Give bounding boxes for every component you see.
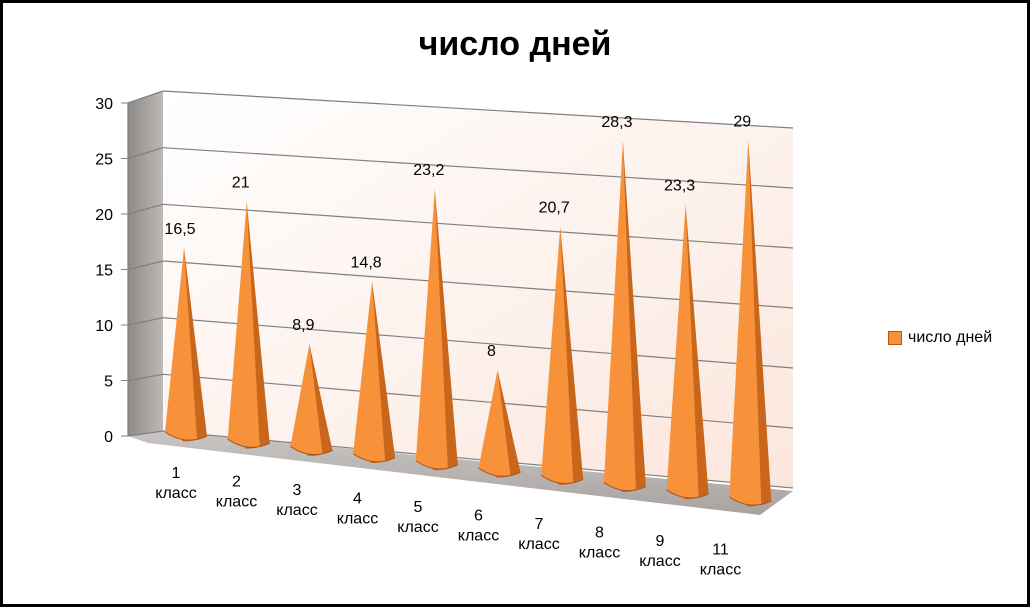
bar bbox=[729, 140, 772, 507]
y-tick-label: 30 bbox=[95, 96, 113, 113]
bar bbox=[164, 247, 208, 442]
bars bbox=[164, 140, 772, 507]
y-tick-label: 10 bbox=[95, 318, 113, 335]
category-label: 11 bbox=[712, 542, 729, 559]
gridline-side bbox=[127, 203, 164, 215]
legend-label: число дней bbox=[908, 329, 993, 346]
gridline bbox=[162, 147, 794, 189]
category-label: класс bbox=[216, 494, 257, 511]
bar-base bbox=[415, 460, 459, 470]
bar-face bbox=[541, 226, 574, 484]
bar bbox=[290, 344, 333, 456]
y-tick-label: 25 bbox=[95, 152, 113, 169]
category-label: класс bbox=[397, 519, 438, 536]
category-label: 6 bbox=[474, 508, 483, 525]
gridline-side bbox=[127, 373, 164, 382]
gridline-side bbox=[127, 317, 164, 326]
bar-face bbox=[227, 201, 260, 447]
gridline-side bbox=[127, 430, 164, 437]
data-label: 28,3 bbox=[601, 114, 632, 131]
bar bbox=[603, 141, 647, 492]
category-labels: 1 класс 2 класс 3 класс 4 класс 5 класс 6 класс 7 кла… bbox=[155, 465, 741, 579]
bar-face bbox=[603, 141, 636, 491]
category-label: 2 bbox=[232, 474, 241, 491]
bar-face bbox=[666, 204, 699, 498]
category-label: 1 bbox=[172, 465, 181, 482]
bar-base bbox=[540, 474, 584, 484]
side-wall bbox=[128, 91, 163, 436]
data-label: 29 bbox=[733, 113, 751, 130]
data-label: 8 bbox=[487, 343, 496, 360]
bar-face bbox=[415, 188, 448, 469]
bar-base bbox=[603, 482, 647, 492]
bar bbox=[666, 204, 709, 500]
category-label: класс bbox=[518, 536, 559, 553]
bar-face bbox=[478, 370, 511, 476]
bar-face bbox=[353, 281, 386, 462]
bar-face bbox=[290, 344, 323, 455]
bar-base bbox=[666, 489, 709, 499]
gridline-side bbox=[127, 260, 164, 271]
bar-face bbox=[165, 247, 197, 440]
y-tick-label: 5 bbox=[104, 374, 113, 391]
data-label: 23,2 bbox=[413, 162, 444, 179]
bar-base bbox=[729, 496, 772, 506]
category-label: 5 bbox=[414, 499, 423, 516]
category-label: 3 bbox=[293, 482, 302, 499]
gridline bbox=[162, 90, 794, 129]
bar-base bbox=[290, 446, 333, 456]
gridline-side bbox=[127, 147, 164, 160]
category-label: 9 bbox=[656, 533, 665, 550]
bar bbox=[415, 188, 459, 471]
data-label: 14,8 bbox=[351, 254, 382, 271]
gridline-side bbox=[127, 90, 164, 104]
category-label: класс bbox=[579, 545, 620, 562]
floor bbox=[128, 431, 793, 515]
category-label: 7 bbox=[535, 516, 544, 533]
legend-swatch bbox=[888, 331, 902, 345]
y-tick-label: 0 bbox=[104, 429, 113, 446]
category-label: класс bbox=[155, 485, 196, 502]
y-tick-label: 20 bbox=[95, 207, 113, 224]
category-label: класс bbox=[276, 502, 317, 519]
bar bbox=[540, 226, 584, 485]
y-tick-label: 15 bbox=[95, 263, 113, 280]
category-label: класс bbox=[337, 511, 378, 528]
category-label: класс bbox=[639, 553, 680, 570]
data-label: 23,3 bbox=[664, 177, 695, 194]
bar-base bbox=[164, 431, 208, 441]
data-label: 21 bbox=[232, 174, 250, 191]
bar-base bbox=[227, 438, 270, 448]
category-label: 8 bbox=[595, 525, 604, 542]
data-label: 20,7 bbox=[539, 200, 570, 217]
chart-title: число дней bbox=[418, 25, 612, 63]
bar-face bbox=[729, 140, 762, 505]
category-label: 4 bbox=[353, 491, 362, 508]
bar bbox=[478, 370, 521, 478]
category-label: класс bbox=[700, 562, 741, 579]
data-label: 8,9 bbox=[292, 317, 314, 334]
category-label: класс bbox=[458, 528, 499, 545]
y-axis: 0 5 10 15 20 25 30 bbox=[95, 96, 129, 446]
bar bbox=[227, 201, 270, 449]
bar bbox=[352, 281, 396, 464]
bar-base bbox=[352, 453, 396, 463]
bar-base bbox=[478, 467, 521, 477]
legend: число дней bbox=[888, 329, 992, 347]
data-labels: 16,5 21 8,9 14,8 23,2 8 20,7 28,3 23,3 29 bbox=[164, 113, 751, 360]
data-label: 16,5 bbox=[164, 221, 195, 238]
